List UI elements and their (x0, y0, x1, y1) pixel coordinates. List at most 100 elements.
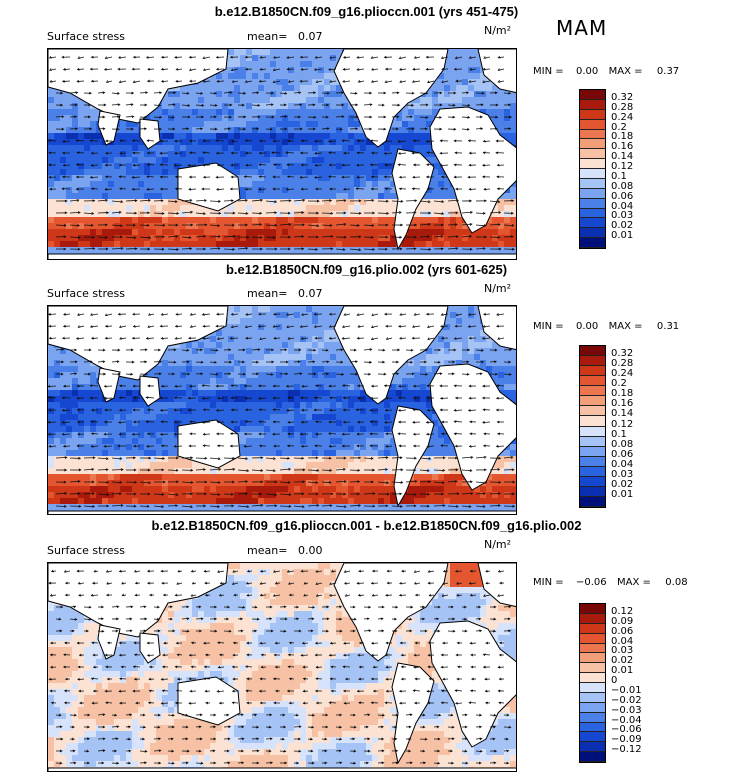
colorbar-tick-label: 0.2 (611, 121, 627, 133)
colorbar-swatch (580, 732, 605, 743)
season-label: MAM (556, 16, 608, 40)
colorbar-tick-label: 0.01 (611, 230, 634, 242)
panel-3-map (47, 562, 517, 772)
panel-2-colorbar (579, 345, 606, 508)
colorbar-swatch (580, 159, 605, 169)
colorbar-swatch (580, 683, 605, 693)
panel-2-min-label: MIN = (533, 321, 564, 332)
colorbar-tick-label: 0.14 (611, 408, 634, 420)
colorbar-tick-label: 0.24 (611, 368, 634, 380)
colorbar-swatch (580, 139, 605, 150)
colorbar-tick-label: 0.02 (611, 220, 634, 232)
landmass (97, 367, 121, 403)
panel-2-title: b.e12.B1850CN.f09_g16.plio.002 (yrs 601-… (225, 262, 508, 277)
colorbar-swatch (580, 742, 605, 753)
colorbar-tick-label: 0.04 (611, 200, 634, 212)
colorbar-swatch (580, 178, 605, 189)
colorbar-tick-label: −0.02 (611, 694, 642, 706)
panel-3-field-label: Surface stress (47, 544, 125, 557)
landmass (391, 662, 435, 765)
colorbar-swatch (580, 496, 605, 507)
panel-3-mean-label: mean= (247, 544, 288, 557)
landmass (139, 632, 161, 664)
panel-1-mean-value: 0.07 (298, 30, 323, 43)
colorbar-swatch (580, 613, 605, 624)
colorbar-tick-label: −0.01 (611, 684, 642, 696)
landmass (48, 253, 516, 259)
colorbar-tick-label: 0.12 (611, 161, 634, 172)
panel-1-max-label: MAX = (608, 66, 643, 77)
colorbar-swatch (580, 109, 605, 120)
colorbar-tick-label: 0.04 (611, 635, 634, 647)
panel-3-title: b.e12.B1850CN.f09_g16.plioccn.001 - b.e1… (151, 518, 582, 533)
panel-1-min-value: 0.00 (576, 66, 599, 77)
colorbar-swatch (580, 376, 605, 387)
colorbar-tick-label: 0.06 (611, 625, 634, 637)
colorbar-tick-label: 0.1 (611, 170, 627, 182)
colorbar-swatch (580, 149, 605, 160)
colorbar-swatch (580, 426, 605, 437)
colorbar-tick-label: 0.08 (611, 438, 634, 450)
colorbar-swatch (580, 466, 605, 477)
colorbar-swatch (580, 436, 605, 447)
colorbar-tick-label: −0.06 (611, 724, 642, 736)
panel-3-min-value: −0.06 (576, 577, 607, 588)
colorbar-tick-label: 0.28 (611, 358, 634, 370)
colorbar-tick-label: 0.18 (611, 388, 634, 400)
colorbar-tick-label: −0.12 (611, 744, 642, 756)
colorbar-swatch (580, 238, 605, 248)
colorbar-swatch (580, 169, 605, 179)
colorbar-tick-label: −0.09 (611, 734, 642, 746)
panel-1-field-label: Surface stress (47, 30, 125, 43)
panel-1-minmax: MIN = 0.00 MAX = 0.37 (533, 66, 679, 77)
panel-1-mean-label: mean= (247, 30, 288, 43)
colorbar-tick-label: 0.06 (611, 190, 634, 202)
colorbar-tick-label: 0.03 (611, 645, 634, 657)
vector-arrows (48, 569, 512, 765)
landmass (391, 148, 435, 251)
panel-3-minmax: MIN = −0.06 MAX = 0.08 (533, 577, 688, 588)
colorbar-swatch (580, 623, 605, 634)
panel-3-min-label: MIN = (533, 577, 564, 588)
colorbar-swatch (580, 643, 605, 654)
colorbar-tick-label: 0.09 (611, 615, 634, 627)
landmass (97, 110, 121, 146)
colorbar-tick-label: −0.04 (611, 714, 642, 726)
landmass (48, 49, 229, 124)
colorbar-tick-label: 0.18 (611, 131, 634, 143)
landmass (48, 306, 229, 381)
panel-2-units: N/m² (484, 282, 512, 295)
landmass (48, 563, 229, 638)
colorbar-swatch (580, 119, 605, 130)
landmass (177, 419, 241, 469)
landmass (139, 375, 161, 407)
landmass (139, 118, 161, 150)
colorbar-swatch (580, 129, 605, 140)
landmass (477, 49, 516, 94)
colorbar-swatch (580, 702, 605, 713)
colorbar-swatch (580, 476, 605, 487)
colorbar-swatch (580, 416, 605, 427)
colorbar-tick-label: −0.03 (611, 704, 642, 716)
colorbar-tick-label: 0.32 (611, 91, 634, 103)
panel-3-max-label: MAX = (617, 577, 651, 588)
colorbar-swatch (580, 356, 605, 367)
colorbar-tick-label: 0.01 (611, 665, 634, 677)
colorbar-tick-label: 0.06 (611, 448, 634, 460)
colorbar-tick-label: 0.02 (611, 655, 634, 667)
colorbar-tick-label: 0.02 (611, 478, 634, 490)
panel-1-map (47, 48, 517, 260)
panel-3-mean-value: 0.00 (298, 544, 323, 557)
colorbar-swatch (580, 653, 605, 664)
colorbar-tick-label: 0.16 (611, 141, 634, 153)
colorbar-swatch (580, 663, 605, 674)
vector-arrows (48, 312, 516, 508)
panel-2-max-label: MAX = (608, 321, 643, 332)
colorbar-swatch (580, 198, 605, 209)
colorbar-tick-label: 0 (611, 675, 618, 686)
colorbar-swatch (580, 228, 605, 239)
panel-3-units: N/m² (484, 538, 512, 551)
colorbar-tick-label: 0.03 (611, 468, 634, 480)
colorbar-tick-label: 0.04 (611, 458, 634, 470)
colorbar-tick-label: 0.01 (611, 488, 634, 500)
